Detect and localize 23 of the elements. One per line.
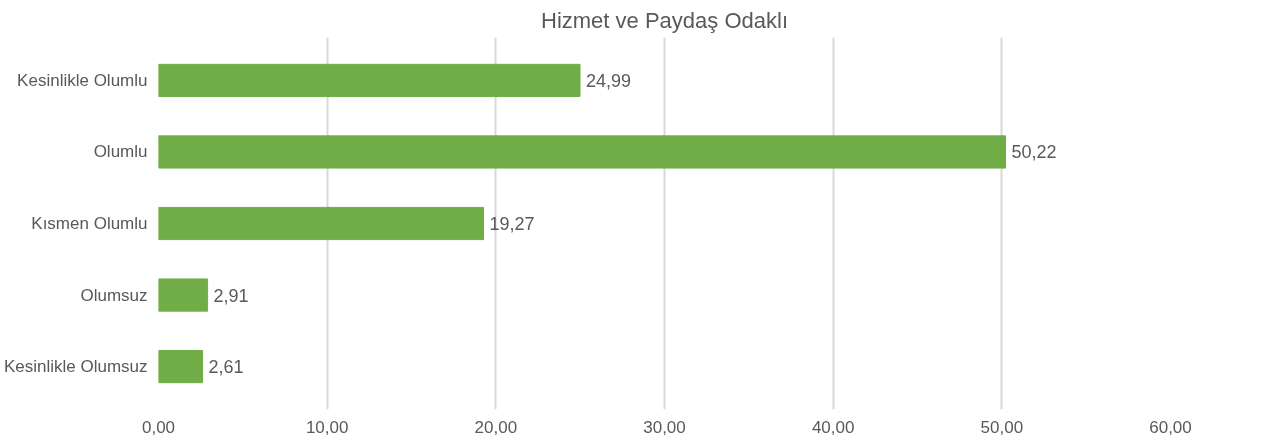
x-tick-label: 50,00 bbox=[980, 417, 1024, 437]
bar bbox=[158, 349, 204, 384]
y-tick-label: Kesinlikle Olumsuz bbox=[3, 357, 148, 377]
bar bbox=[158, 135, 1007, 169]
x-tick-label: 40,00 bbox=[811, 417, 855, 437]
data-label: 2,91 bbox=[213, 285, 249, 306]
x-tick-label: 0,00 bbox=[141, 417, 176, 437]
x-tick-label: 20,00 bbox=[474, 417, 518, 437]
data-label: 50,22 bbox=[1011, 142, 1057, 163]
y-tick-label: Olumsuz bbox=[80, 285, 148, 305]
y-tick-label: Kesinlikle Olumlu bbox=[17, 70, 148, 90]
y-tick-label: Olumlu bbox=[93, 142, 148, 162]
data-label: 2,61 bbox=[208, 357, 244, 378]
data-label: 19,27 bbox=[489, 214, 535, 234]
bar bbox=[158, 63, 581, 98]
x-tick-label: 10,00 bbox=[305, 417, 349, 437]
bar bbox=[158, 206, 485, 241]
bar bbox=[158, 278, 209, 312]
x-tick-label: 60,00 bbox=[1149, 417, 1192, 437]
y-tick-label: Kısmen Olumlu bbox=[31, 214, 148, 233]
x-tick-label: 30,00 bbox=[643, 417, 686, 437]
chart-title: Hizmet ve Paydaş Odaklı bbox=[541, 7, 788, 33]
data-label: 24,99 bbox=[586, 70, 632, 91]
